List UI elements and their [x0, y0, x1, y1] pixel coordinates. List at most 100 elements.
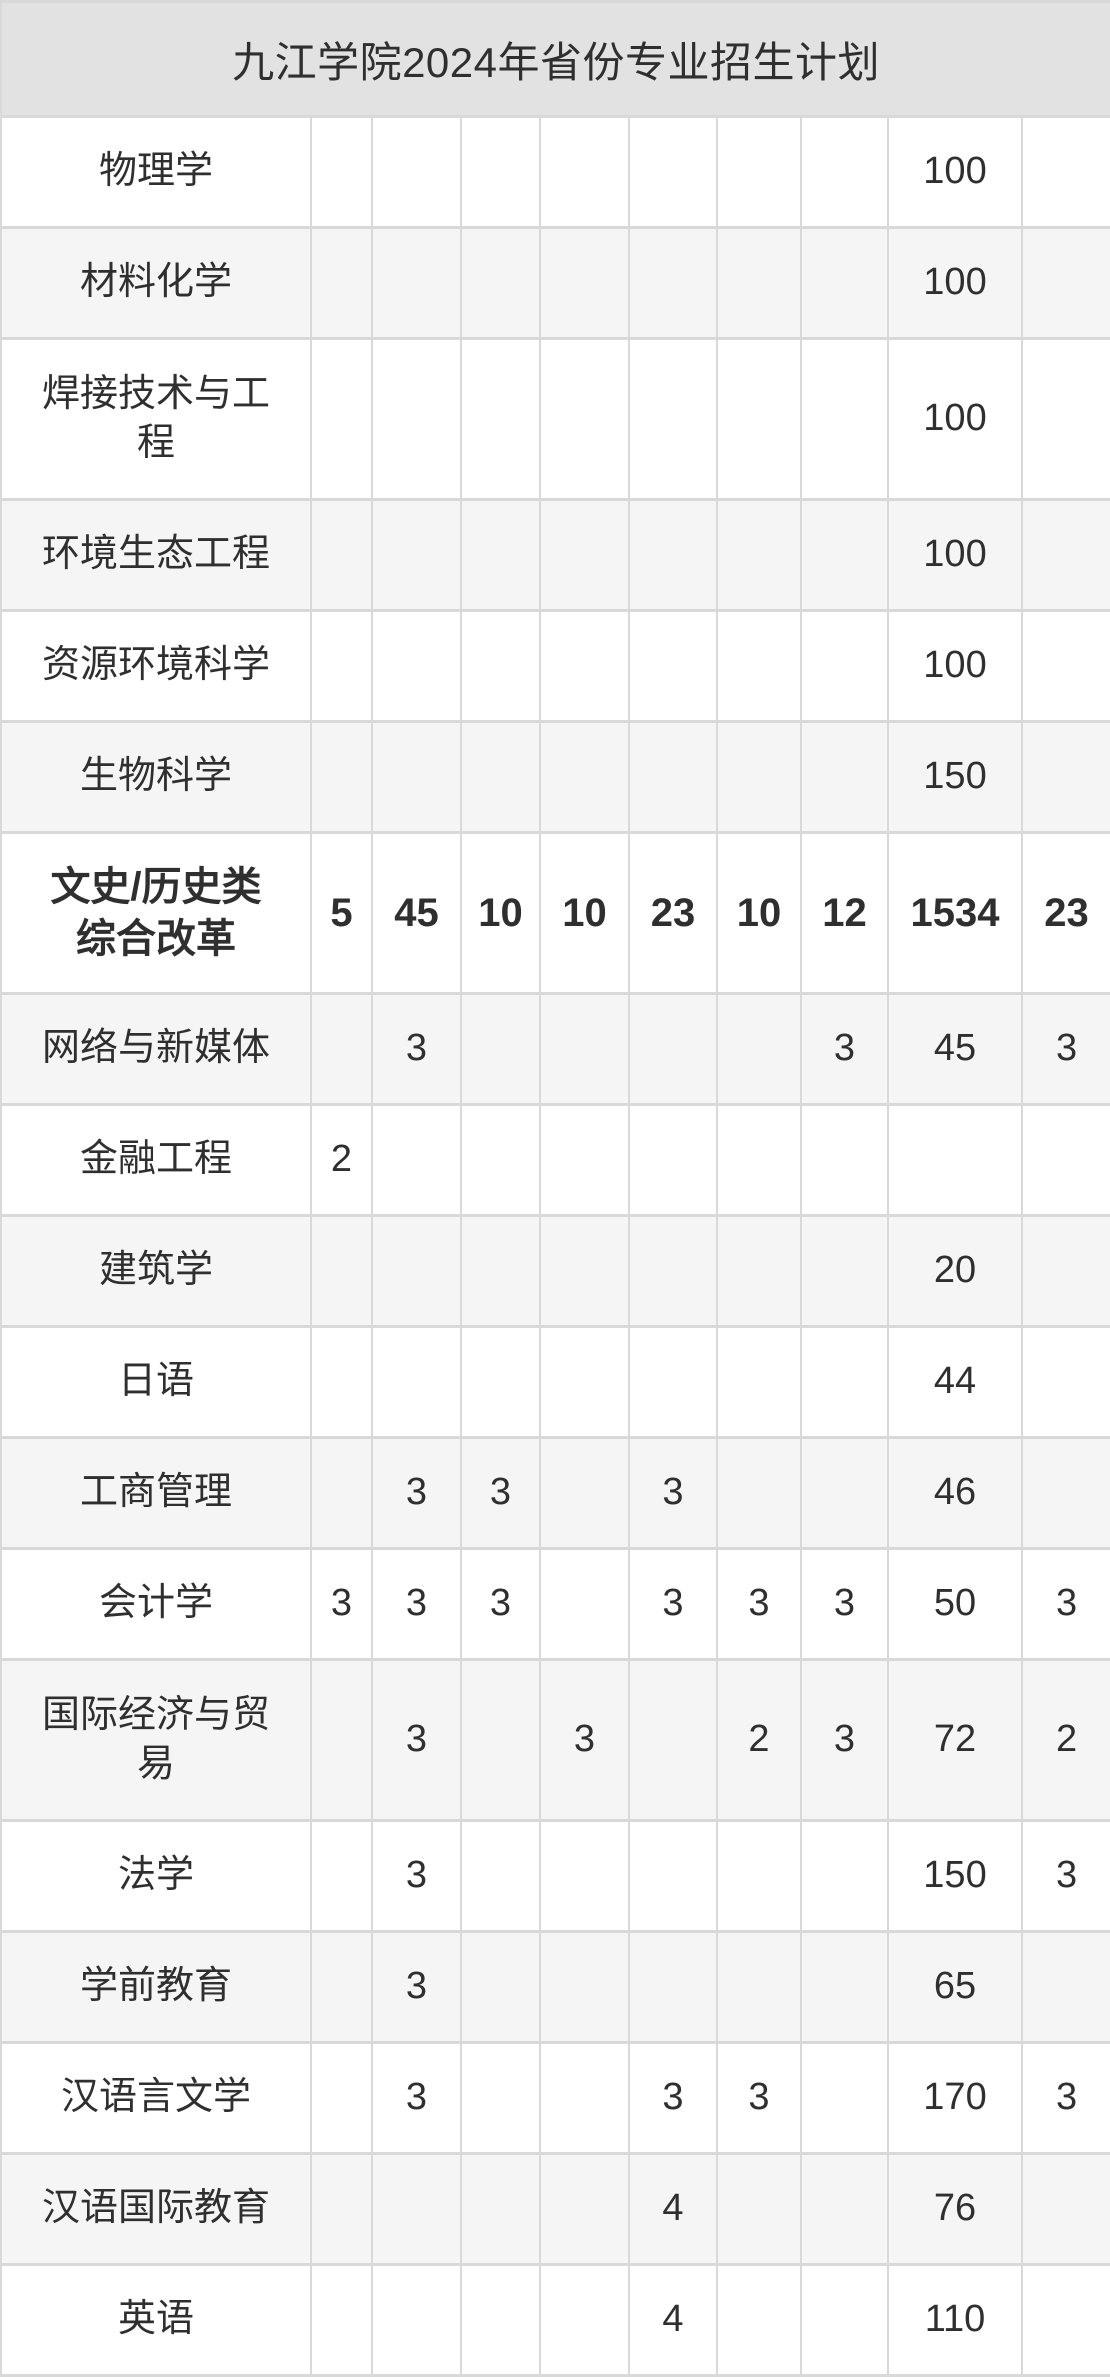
table-cell	[716, 2152, 802, 2266]
table-cell: 2	[1020, 1658, 1110, 1822]
subject-label: 文史/历史类 综合改革	[0, 831, 312, 995]
table-cell	[628, 498, 718, 612]
table-cell	[371, 498, 462, 612]
table-cell	[1020, 498, 1110, 612]
table-cell	[800, 226, 889, 340]
table-cell	[800, 1436, 889, 1550]
table-cell	[539, 498, 630, 612]
table-cell: 45	[887, 992, 1023, 1106]
table-cell	[800, 2263, 889, 2377]
table-cell	[310, 992, 373, 1106]
table-row: 汉语言文学 3 3 3 170 3	[0, 2041, 1110, 2155]
table-cell: 3	[371, 1930, 462, 2044]
table-cell	[460, 115, 541, 229]
table-cell	[800, 609, 889, 723]
table-cell	[539, 992, 630, 1106]
table-row: 工商管理 3 3 3 46	[0, 1436, 1110, 1550]
table-cell: 100	[887, 609, 1023, 723]
table-cell	[716, 337, 802, 501]
table-cell: 10	[460, 831, 541, 995]
table-cell	[800, 1819, 889, 1933]
subject-label: 材料化学	[0, 226, 312, 340]
table-cell: 2	[310, 1103, 373, 1217]
table-row: 法学 3 150 3	[0, 1819, 1110, 1933]
table-cell	[371, 1214, 462, 1328]
table-row: 金融工程 2	[0, 1103, 1110, 1217]
table-cell	[800, 337, 889, 501]
table-cell: 110	[887, 2263, 1023, 2377]
table-cell: 3	[460, 1436, 541, 1550]
table-row: 资源环境科学 100	[0, 609, 1110, 723]
table-row: 文史/历史类 综合改革 5 45 10 10 23 10 12 1534 23	[0, 831, 1110, 995]
table-cell	[371, 2152, 462, 2266]
table-cell	[800, 1214, 889, 1328]
table-cell: 3	[800, 992, 889, 1106]
table-cell	[716, 115, 802, 229]
table-cell	[539, 1103, 630, 1217]
table-cell: 65	[887, 1930, 1023, 2044]
table-cell	[371, 115, 462, 229]
table-cell	[628, 1325, 718, 1439]
table-cell	[371, 1325, 462, 1439]
table-cell: 100	[887, 337, 1023, 501]
table-cell	[539, 1436, 630, 1550]
table-cell	[1020, 1103, 1110, 1217]
table-cell	[460, 992, 541, 1106]
table-cell	[1020, 1214, 1110, 1328]
table-cell	[716, 1325, 802, 1439]
table-cell	[539, 2041, 630, 2155]
table-cell	[460, 1103, 541, 1217]
table-cell	[460, 2263, 541, 2377]
table-cell	[716, 1103, 802, 1217]
subject-label: 工商管理	[0, 1436, 312, 1550]
table-cell	[628, 1214, 718, 1328]
table-cell	[310, 226, 373, 340]
table-cell: 3	[1020, 1547, 1110, 1661]
subject-label: 生物科学	[0, 720, 312, 834]
table-row: 学前教育 3 65	[0, 1930, 1110, 2044]
table-cell	[716, 498, 802, 612]
table-cell: 3	[371, 1436, 462, 1550]
table-cell: 76	[887, 2152, 1023, 2266]
table-cell	[539, 609, 630, 723]
table-cell	[310, 1930, 373, 2044]
table-cell: 3	[371, 1547, 462, 1661]
table-cell: 3	[460, 1547, 541, 1661]
table-cell	[800, 115, 889, 229]
table-cell	[800, 2152, 889, 2266]
table-cell	[539, 2263, 630, 2377]
table-cell	[539, 337, 630, 501]
table-cell: 170	[887, 2041, 1023, 2155]
table-cell	[460, 609, 541, 723]
table-cell: 3	[628, 2041, 718, 2155]
table-cell	[716, 1214, 802, 1328]
table-cell	[887, 1103, 1023, 1217]
table-cell: 23	[1020, 831, 1110, 995]
subject-label: 网络与新媒体	[0, 992, 312, 1106]
table-cell: 3	[800, 1547, 889, 1661]
table-cell	[716, 2263, 802, 2377]
table-cell	[310, 609, 373, 723]
table-row: 网络与新媒体 3 3 45 3	[0, 992, 1110, 1106]
table-cell	[310, 1436, 373, 1550]
subject-label: 物理学	[0, 115, 312, 229]
table-cell	[310, 1658, 373, 1822]
table-cell	[1020, 2152, 1110, 2266]
table-cell: 45	[371, 831, 462, 995]
table-cell: 3	[371, 1658, 462, 1822]
table-cell	[539, 1214, 630, 1328]
table-row: 国际经济与贸 易 3 3 2 3 72 2	[0, 1658, 1110, 1822]
table-cell	[628, 1930, 718, 2044]
table-cell	[539, 115, 630, 229]
table-cell	[1020, 337, 1110, 501]
table-cell: 20	[887, 1214, 1023, 1328]
table-cell: 3	[1020, 992, 1110, 1106]
subject-label: 建筑学	[0, 1214, 312, 1328]
table-row: 生物科学 150	[0, 720, 1110, 834]
table-cell	[716, 1930, 802, 2044]
table-cell	[371, 609, 462, 723]
table-cell	[310, 720, 373, 834]
table-cell: 3	[310, 1547, 373, 1661]
table-cell: 3	[371, 992, 462, 1106]
